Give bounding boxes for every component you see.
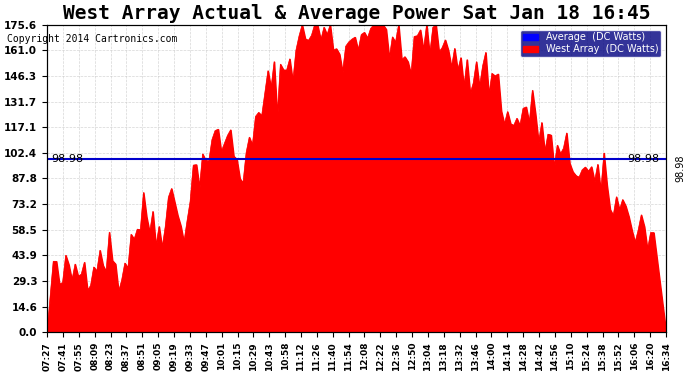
- Text: 98.98: 98.98: [627, 154, 659, 164]
- Legend: Average  (DC Watts), West Array  (DC Watts): Average (DC Watts), West Array (DC Watts…: [520, 30, 661, 57]
- Title: West Array Actual & Average Power Sat Jan 18 16:45: West Array Actual & Average Power Sat Ja…: [63, 4, 650, 23]
- Text: 98.98: 98.98: [51, 154, 83, 164]
- Text: Copyright 2014 Cartronics.com: Copyright 2014 Cartronics.com: [7, 34, 177, 44]
